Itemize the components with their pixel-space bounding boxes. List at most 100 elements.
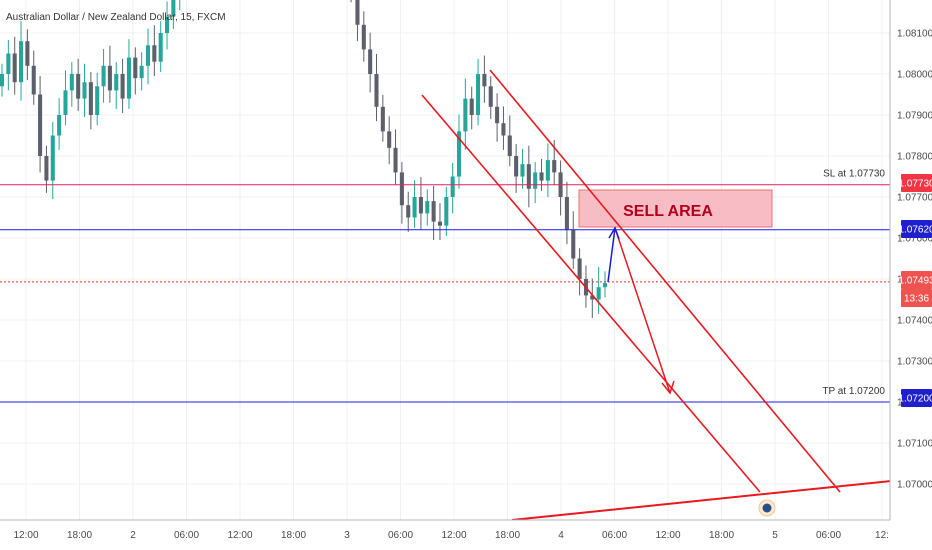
- x-tick-label: 5: [772, 530, 778, 541]
- price-tag: [901, 389, 932, 407]
- price-tag-label: 1.07730: [898, 179, 932, 190]
- candle-body: [482, 74, 487, 87]
- sell-area-label: SELL AREA: [623, 203, 713, 220]
- drawings: SELL AREA: [421, 69, 921, 521]
- candle-body: [120, 74, 125, 99]
- candle-body: [488, 86, 493, 107]
- x-tick-label: 18:00: [495, 530, 520, 541]
- candle-body: [31, 65, 36, 95]
- x-tick-label: 06:00: [388, 530, 413, 541]
- horizontal-levels: SL at 1.07730 TP at 1.07200: [0, 169, 890, 403]
- sell-area-box[interactable]: [578, 189, 773, 228]
- candle-body: [431, 201, 436, 222]
- candle-body: [38, 94, 43, 156]
- candle-body: [602, 283, 608, 288]
- y-tick-label: 1.07800: [897, 152, 932, 163]
- candle-body: [361, 24, 366, 50]
- x-tick-label: 2: [130, 530, 136, 541]
- channel-upper-line[interactable]: [489, 69, 841, 493]
- arrowhead-1: [661, 380, 675, 395]
- candle-body: [393, 147, 398, 173]
- candle-body: [88, 82, 93, 115]
- x-tick-label: 18:00: [67, 530, 92, 541]
- candle-body: [133, 57, 138, 79]
- x-tick-label: 12:00: [227, 530, 252, 541]
- candle-body: [596, 287, 601, 300]
- candle-body: [95, 86, 100, 115]
- candle-body: [368, 49, 373, 74]
- x-tick-label: 12:: [875, 530, 889, 541]
- candle-body: [355, 0, 360, 25]
- chart-title: Australian Dollar / New Zealand Dollar, …: [6, 12, 226, 23]
- candle-body: [514, 156, 519, 177]
- candle-body: [552, 160, 557, 173]
- price-tag: [901, 271, 932, 289]
- candle-body: [50, 135, 55, 181]
- candle-body: [418, 197, 423, 214]
- candle-body: [126, 57, 131, 99]
- candle-body: [507, 135, 512, 156]
- y-tick-label: 1.08000: [897, 70, 932, 81]
- candle-body: [520, 164, 525, 177]
- x-tick-label: 18:00: [709, 530, 734, 541]
- candle-body: [387, 131, 392, 148]
- candle-body: [539, 172, 544, 181]
- candle-body: [495, 106, 500, 124]
- candle-body: [101, 65, 106, 87]
- candle-body: [82, 82, 87, 99]
- price-tag-label: 1.07200: [898, 394, 932, 405]
- time-axis-ticks: 12:00 18:00 2 06:00 12:00 18:00 3 06:00 12:00 18:…: [13, 530, 888, 541]
- candle-body: [412, 197, 417, 218]
- x-tick-label: 12:00: [13, 530, 38, 541]
- channel-lower-line[interactable]: [421, 94, 761, 493]
- price-tag-label: 13:36: [904, 294, 929, 305]
- price-tag: [901, 289, 932, 307]
- candle-body: [437, 221, 442, 226]
- candle-body: [145, 45, 151, 66]
- candle-body: [425, 201, 430, 214]
- candle-body: [12, 53, 17, 83]
- candles: [0, 0, 608, 318]
- candle-body: [590, 295, 595, 300]
- y-tick-label: 1.07400: [897, 316, 932, 327]
- level-label: SL at 1.07730: [823, 169, 885, 180]
- candle-body: [545, 160, 550, 181]
- candle-body: [501, 123, 506, 136]
- candle-body: [456, 131, 462, 177]
- y-tick-label: 1.07600: [897, 234, 932, 245]
- candle-body: [158, 33, 163, 62]
- candle-body: [571, 229, 576, 259]
- candle-body: [374, 74, 379, 107]
- y-tick-label: 1.07000: [897, 480, 932, 491]
- candle-body: [152, 45, 157, 62]
- x-tick-label: 06:00: [174, 530, 199, 541]
- y-tick-label: 1.07300: [897, 357, 932, 368]
- projection-arrow-1: [614, 227, 671, 394]
- arrowhead-2: [608, 226, 620, 240]
- price-tag-label: 1.07620: [898, 225, 932, 236]
- price-tags: 1.07730 1.07620 1.07493 13:36 1.07200: [898, 174, 932, 407]
- y-tick-label: 1.07100: [897, 439, 932, 450]
- y-tick-label: 1.07700: [897, 193, 932, 204]
- candle-body: [107, 65, 112, 91]
- candle-body: [406, 205, 411, 218]
- event-globe-icon: [762, 503, 772, 513]
- candle-body: [476, 74, 481, 115]
- price-tag-label: 1.07493: [898, 276, 932, 287]
- price-tag: [901, 174, 932, 192]
- candle-body: [577, 258, 582, 279]
- candle-body: [533, 172, 538, 189]
- candle-body: [76, 74, 81, 99]
- candle-body: [444, 197, 449, 226]
- candle-body: [114, 74, 119, 91]
- time-axis-bg[interactable]: [0, 520, 932, 550]
- candle-body: [463, 98, 468, 132]
- y-tick-label: 1.08100: [897, 29, 932, 40]
- candle-body: [526, 164, 531, 189]
- candle-body: [450, 176, 455, 197]
- candle-body: [25, 41, 30, 66]
- level-label: TP at 1.07200: [822, 386, 885, 397]
- support-trendline[interactable]: [511, 477, 921, 521]
